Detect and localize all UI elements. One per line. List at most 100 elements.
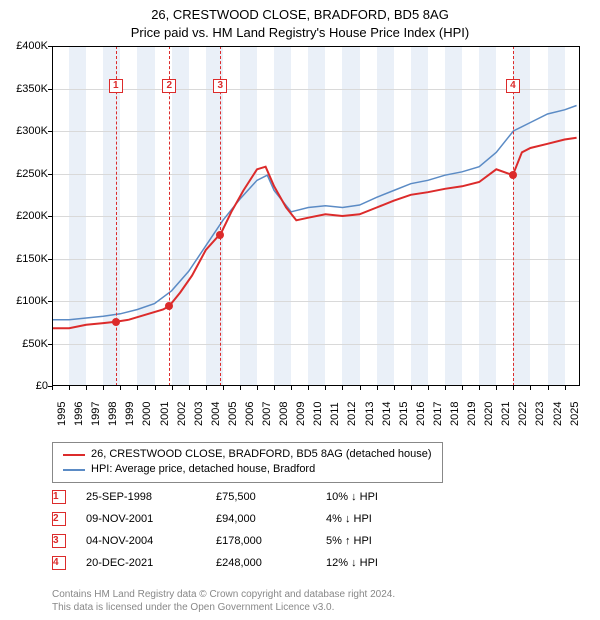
transaction-price: £248,000 bbox=[216, 552, 326, 574]
x-tick bbox=[513, 386, 514, 390]
x-axis-label: 2009 bbox=[295, 402, 307, 426]
x-axis-label: 2019 bbox=[466, 402, 478, 426]
x-axis-label: 2007 bbox=[261, 402, 273, 426]
x-tick bbox=[206, 386, 207, 390]
x-axis-label: 2022 bbox=[517, 402, 529, 426]
transaction-row: 304-NOV-2004£178,0005% ↑ HPI bbox=[52, 530, 436, 552]
x-axis-label: 2025 bbox=[569, 402, 581, 426]
x-tick bbox=[223, 386, 224, 390]
chart-plot-area: 1234 £0£50K£100K£150K£200K£250K£300K£350… bbox=[52, 46, 580, 386]
x-tick bbox=[530, 386, 531, 390]
x-tick bbox=[172, 386, 173, 390]
x-tick bbox=[462, 386, 463, 390]
x-axis-label: 2012 bbox=[346, 402, 358, 426]
transaction-vs-hpi: 4% ↓ HPI bbox=[326, 508, 436, 530]
x-axis-label: 2014 bbox=[381, 402, 393, 426]
transaction-number-box: 2 bbox=[52, 512, 66, 526]
x-axis-label: 2013 bbox=[364, 402, 376, 426]
transaction-date: 20-DEC-2021 bbox=[86, 552, 216, 574]
x-tick bbox=[496, 386, 497, 390]
x-axis-label: 2015 bbox=[398, 402, 410, 426]
x-axis-label: 2017 bbox=[432, 402, 444, 426]
x-axis-label: 1998 bbox=[107, 402, 119, 426]
x-tick bbox=[52, 386, 53, 390]
x-axis-label: 1999 bbox=[124, 402, 136, 426]
y-axis-label: £350K bbox=[2, 83, 48, 95]
x-tick bbox=[240, 386, 241, 390]
legend-row-hpi: HPI: Average price, detached house, Brad… bbox=[63, 462, 432, 477]
footer-line-2: This data is licensed under the Open Gov… bbox=[52, 601, 395, 614]
transaction-vs-hpi: 5% ↑ HPI bbox=[326, 530, 436, 552]
title-line-1: 26, CRESTWOOD CLOSE, BRADFORD, BD5 8AG bbox=[0, 6, 600, 24]
x-tick bbox=[86, 386, 87, 390]
x-axis-label: 2004 bbox=[210, 402, 222, 426]
x-tick bbox=[325, 386, 326, 390]
legend-swatch-hpi bbox=[63, 469, 85, 471]
legend: 26, CRESTWOOD CLOSE, BRADFORD, BD5 8AG (… bbox=[52, 442, 443, 483]
y-axis-label: £400K bbox=[2, 40, 48, 52]
x-tick bbox=[428, 386, 429, 390]
y-axis-label: £150K bbox=[2, 253, 48, 265]
x-tick bbox=[360, 386, 361, 390]
transaction-date: 09-NOV-2001 bbox=[86, 508, 216, 530]
x-tick bbox=[394, 386, 395, 390]
transaction-number-box: 4 bbox=[52, 556, 66, 570]
x-tick bbox=[445, 386, 446, 390]
x-axis-label: 2010 bbox=[312, 402, 324, 426]
x-tick bbox=[137, 386, 138, 390]
x-axis-label: 2006 bbox=[244, 402, 256, 426]
x-tick bbox=[411, 386, 412, 390]
y-axis-label: £250K bbox=[2, 168, 48, 180]
x-axis-label: 2024 bbox=[552, 402, 564, 426]
x-axis-label: 1995 bbox=[56, 402, 68, 426]
x-axis-label: 1996 bbox=[73, 402, 85, 426]
transaction-row: 4 20-DEC-2021£248,00012% ↓ HPI bbox=[52, 552, 436, 574]
y-axis-label: £50K bbox=[2, 338, 48, 350]
legend-label-hpi: HPI: Average price, detached house, Brad… bbox=[91, 462, 315, 477]
x-tick bbox=[548, 386, 549, 390]
y-axis-label: £200K bbox=[2, 210, 48, 222]
transaction-row: 209-NOV-2001£94,0004% ↓ HPI bbox=[52, 508, 436, 530]
x-tick bbox=[479, 386, 480, 390]
x-axis-label: 2021 bbox=[500, 402, 512, 426]
transactions-table: 1 25-SEP-1998£75,50010% ↓ HPI 2 09-NOV-2001… bbox=[52, 486, 436, 574]
x-axis-label: 2011 bbox=[329, 402, 341, 426]
transaction-vs-hpi: 12% ↓ HPI bbox=[326, 552, 436, 574]
x-axis-label: 2020 bbox=[483, 402, 495, 426]
legend-label-property: 26, CRESTWOOD CLOSE, BRADFORD, BD5 8AG (… bbox=[91, 447, 432, 462]
x-axis-label: 2003 bbox=[193, 402, 205, 426]
x-tick bbox=[103, 386, 104, 390]
x-axis-label: 2002 bbox=[176, 402, 188, 426]
transaction-row: 1 25-SEP-1998£75,50010% ↓ HPI bbox=[52, 486, 436, 508]
transaction-price: £75,500 bbox=[216, 486, 326, 508]
x-tick bbox=[155, 386, 156, 390]
transaction-vs-hpi: 10% ↓ HPI bbox=[326, 486, 436, 508]
transaction-number-box: 3 bbox=[52, 534, 66, 548]
x-axis-label: 2001 bbox=[159, 402, 171, 426]
x-axis-label: 2008 bbox=[278, 402, 290, 426]
x-tick bbox=[308, 386, 309, 390]
x-axis-label: 2000 bbox=[141, 402, 153, 426]
x-tick bbox=[342, 386, 343, 390]
x-tick bbox=[274, 386, 275, 390]
plot-border bbox=[52, 46, 580, 386]
transaction-date: 25-SEP-1998 bbox=[86, 486, 216, 508]
footer-line-1: Contains HM Land Registry data © Crown c… bbox=[52, 588, 395, 601]
y-axis-label: £100K bbox=[2, 295, 48, 307]
transaction-price: £178,000 bbox=[216, 530, 326, 552]
title-line-2: Price paid vs. HM Land Registry's House … bbox=[0, 24, 600, 42]
x-axis-label: 1997 bbox=[90, 402, 102, 426]
legend-row-property: 26, CRESTWOOD CLOSE, BRADFORD, BD5 8AG (… bbox=[63, 447, 432, 462]
x-tick bbox=[189, 386, 190, 390]
y-axis-label: £300K bbox=[2, 125, 48, 137]
chart-title: 26, CRESTWOOD CLOSE, BRADFORD, BD5 8AG P… bbox=[0, 0, 600, 41]
x-tick bbox=[69, 386, 70, 390]
x-axis-label: 2023 bbox=[534, 402, 546, 426]
x-tick bbox=[120, 386, 121, 390]
x-axis-label: 2016 bbox=[415, 402, 427, 426]
transaction-number-box: 1 bbox=[52, 490, 66, 504]
x-axis-label: 2018 bbox=[449, 402, 461, 426]
x-tick bbox=[377, 386, 378, 390]
x-tick bbox=[257, 386, 258, 390]
x-tick bbox=[291, 386, 292, 390]
